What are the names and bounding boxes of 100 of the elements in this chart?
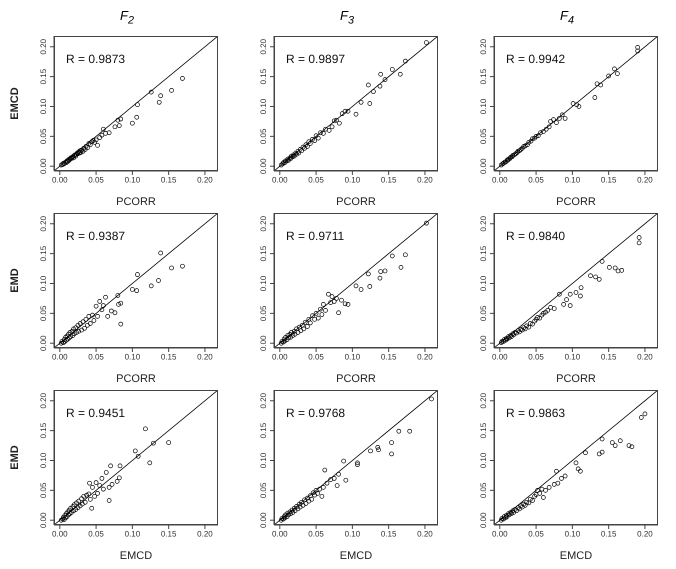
y-tick-label: 0.15: [479, 245, 488, 262]
point: [583, 450, 588, 456]
point: [116, 302, 121, 307]
y-tick-label: 0.05: [479, 482, 488, 498]
point: [540, 495, 546, 500]
point: [118, 322, 124, 326]
x-tick-label: 0.00: [272, 352, 288, 362]
x-tick-label: 0.00: [492, 352, 508, 362]
point: [62, 513, 68, 518]
point: [103, 131, 108, 136]
point: [366, 82, 371, 88]
x-tick-label: 0.10: [564, 176, 581, 185]
point: [545, 308, 550, 313]
point: [612, 266, 618, 270]
x-axis-title: PCORR: [336, 196, 376, 208]
x-tick-label: 0.20: [197, 530, 214, 539]
point: [116, 123, 122, 128]
point: [320, 302, 326, 307]
y-tick-label: 0.10: [259, 98, 268, 114]
x-tick-label: 0.15: [380, 352, 397, 362]
point: [600, 450, 604, 454]
point: [86, 314, 92, 319]
y-tick-label: 0.00: [479, 512, 488, 528]
point: [70, 333, 76, 338]
point: [89, 506, 94, 511]
point: [548, 305, 553, 310]
point: [97, 483, 102, 488]
x-axis-title: EMCD: [560, 550, 592, 562]
point: [326, 292, 331, 297]
point: [278, 340, 284, 346]
x-tick-label: 0.00: [492, 530, 508, 539]
point: [328, 477, 333, 482]
point: [103, 294, 108, 300]
point: [76, 505, 80, 510]
y-tick-label: 0.00: [259, 334, 268, 352]
point: [58, 340, 64, 346]
point: [568, 303, 573, 308]
point: [375, 444, 380, 450]
point: [530, 136, 535, 142]
point: [378, 276, 382, 280]
x-tick-label: 0.05: [88, 352, 104, 362]
point: [371, 89, 376, 94]
point: [94, 304, 98, 309]
point: [92, 318, 96, 323]
point: [112, 124, 118, 130]
point: [305, 144, 310, 149]
point: [368, 448, 373, 454]
point: [300, 502, 306, 508]
point: [118, 116, 124, 122]
x-tick-label: 0.15: [380, 530, 397, 539]
point: [606, 74, 612, 78]
annotation: R = 0.9873: [66, 52, 126, 66]
point: [322, 468, 328, 472]
point: [354, 112, 358, 117]
point: [79, 328, 84, 332]
point: [339, 298, 344, 303]
point: [593, 274, 598, 280]
point: [576, 104, 582, 109]
point: [135, 102, 140, 108]
point: [305, 496, 310, 500]
point: [574, 460, 578, 466]
x-tick-label: 0.10: [124, 176, 141, 185]
y-tick-label: 0.20: [479, 215, 488, 232]
x-tick-label: 0.10: [344, 530, 361, 539]
x-tick-label: 0.20: [417, 352, 434, 362]
point: [636, 235, 642, 240]
point: [355, 460, 360, 466]
point: [112, 310, 118, 316]
point: [278, 518, 284, 523]
point: [540, 486, 544, 492]
x-tick-label: 0.05: [88, 176, 104, 185]
point: [156, 278, 161, 283]
point: [543, 488, 548, 493]
point: [320, 494, 324, 499]
point: [300, 322, 305, 328]
x-tick-label: 0.15: [600, 176, 617, 185]
point: [574, 290, 578, 295]
point: [132, 448, 138, 454]
point: [284, 514, 290, 519]
point: [530, 322, 535, 326]
point: [76, 328, 82, 334]
point: [429, 396, 434, 402]
point: [296, 506, 300, 512]
point: [328, 300, 333, 305]
point: [297, 324, 302, 330]
point: [90, 485, 95, 490]
point: [310, 313, 315, 318]
point: [314, 488, 318, 493]
point: [306, 498, 312, 504]
point: [95, 142, 100, 148]
point: [561, 302, 566, 307]
point: [90, 312, 95, 318]
y-tick-label: 0.05: [39, 305, 48, 322]
point: [78, 504, 82, 508]
point: [312, 138, 317, 143]
point: [134, 114, 140, 120]
point: [612, 443, 618, 448]
point: [498, 518, 504, 523]
y-tick-label: 0.15: [259, 245, 268, 262]
point: [332, 118, 337, 124]
